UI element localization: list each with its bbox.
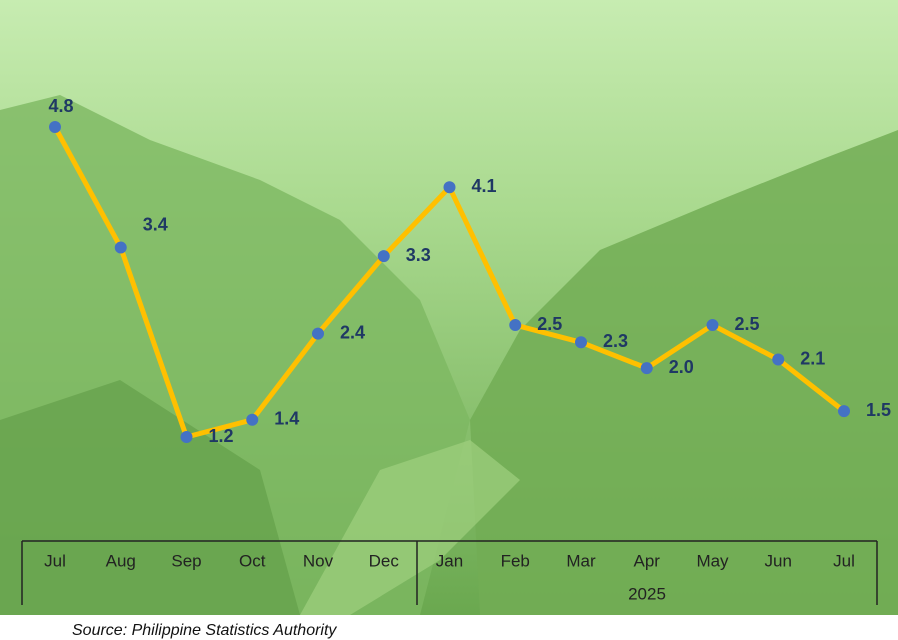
data-label: 4.8 [48, 96, 73, 116]
marker [377, 250, 390, 263]
x-tick-label: Jun [765, 551, 792, 570]
marker [312, 327, 324, 340]
x-tick-label: Mar [566, 551, 596, 570]
x-tick-label: Dec [369, 551, 400, 570]
background [0, 0, 898, 615]
data-label: 3.3 [406, 245, 431, 265]
marker [114, 241, 127, 254]
data-label: 1.4 [274, 409, 299, 429]
data-label: 2.1 [800, 348, 825, 368]
data-label: 4.1 [472, 176, 497, 196]
x-tick-label: Aug [106, 551, 136, 570]
x-tick-label: Apr [634, 551, 661, 570]
marker [443, 181, 456, 194]
marker [772, 353, 785, 366]
group-label: 2025 [628, 584, 666, 603]
x-tick-label: Nov [303, 551, 334, 570]
data-label: 2.0 [669, 357, 694, 377]
marker [49, 121, 61, 133]
x-tick-label: May [696, 551, 729, 570]
data-label: 2.4 [340, 322, 365, 342]
marker [706, 319, 719, 332]
data-label: 2.5 [735, 314, 760, 334]
x-tick-label: Oct [239, 551, 266, 570]
x-tick-label: Jul [833, 551, 855, 570]
x-tick-label: Feb [501, 551, 530, 570]
marker [838, 405, 850, 418]
marker [575, 336, 587, 349]
x-tick-label: Jan [436, 551, 463, 570]
source: Source: Philippine Statistics Authority [72, 622, 337, 639]
data-label: 2.3 [603, 331, 628, 351]
data-label: 3.4 [143, 214, 168, 234]
data-label: 1.2 [209, 426, 234, 446]
marker [180, 431, 193, 443]
marker [509, 319, 522, 332]
x-axis [21, 540, 878, 605]
x-tick-label: Sep [171, 551, 201, 570]
marker [246, 413, 259, 426]
data-label: 1.5 [866, 400, 891, 420]
marker [640, 362, 653, 375]
data-label: 2.5 [537, 314, 562, 334]
x-tick-label: Jul [44, 551, 66, 570]
